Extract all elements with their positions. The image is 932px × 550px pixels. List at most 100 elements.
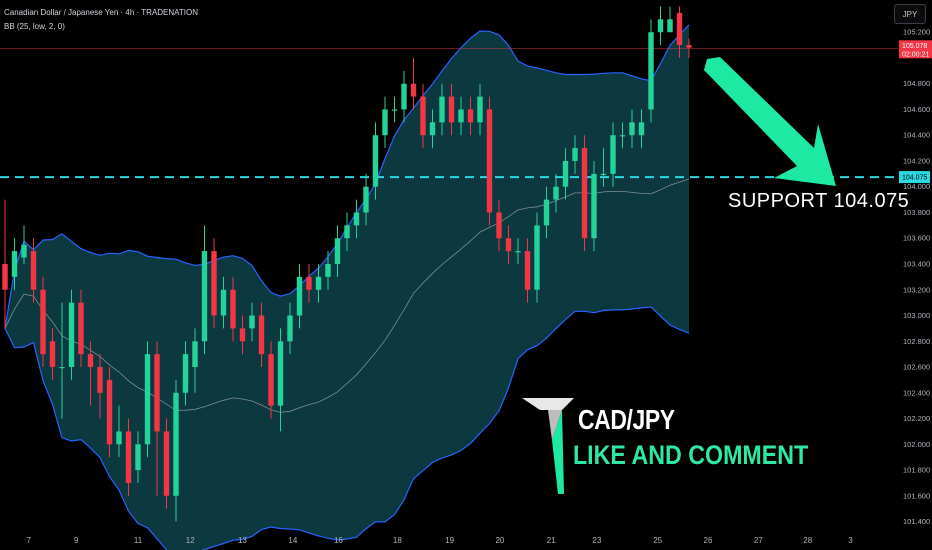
candle-body xyxy=(429,122,436,136)
candle-body xyxy=(192,341,198,368)
candle-body xyxy=(106,379,113,445)
x-tick-label: 18 xyxy=(393,536,402,545)
indicator-label[interactable]: BB (25, low, 2, 0) xyxy=(4,22,65,31)
candle-body xyxy=(439,96,445,123)
candle-body xyxy=(144,354,151,445)
y-tick-label: 103.000 xyxy=(903,311,930,320)
x-tick-label: 28 xyxy=(803,536,812,545)
candle-body xyxy=(591,173,597,239)
candle-body xyxy=(268,354,274,406)
candle-body xyxy=(258,315,265,355)
candle-body xyxy=(382,109,388,136)
candle-body xyxy=(686,45,692,48)
currency-button[interactable]: JPY xyxy=(894,4,926,24)
candle-body xyxy=(40,289,46,355)
candle-body xyxy=(173,392,179,496)
y-tick-label: 102.000 xyxy=(903,440,930,449)
candle-body xyxy=(657,19,664,33)
candle-body xyxy=(315,276,322,290)
candle-body xyxy=(372,135,379,187)
y-tick-label: 103.200 xyxy=(903,285,930,294)
brand-subtitle: LIKE AND COMMENT xyxy=(573,440,809,470)
candle-body xyxy=(11,251,18,277)
candle-body xyxy=(543,199,550,226)
candle-body xyxy=(581,148,588,239)
candle-body xyxy=(68,302,75,368)
x-tick-label: 23 xyxy=(592,536,601,545)
x-tick-label: 27 xyxy=(754,536,763,545)
y-tick-label: 102.600 xyxy=(903,363,930,372)
candle-body xyxy=(458,109,464,123)
x-tick-label: 19 xyxy=(445,536,454,545)
candle-body xyxy=(667,19,673,33)
current-price-tag xyxy=(899,40,932,59)
candle-body xyxy=(619,135,626,137)
y-tick-label: 104.200 xyxy=(903,156,930,165)
candle-body xyxy=(287,315,293,342)
support-price-label: 104.075 xyxy=(902,175,927,182)
candle-body xyxy=(600,173,607,176)
candle-body xyxy=(391,109,398,111)
candle-body xyxy=(486,109,493,213)
candle-body xyxy=(97,367,103,393)
candle-body xyxy=(553,186,559,200)
y-tick-label: 102.400 xyxy=(903,388,930,397)
x-tick-label: 3 xyxy=(848,536,853,545)
current-price-label: 105.078 xyxy=(902,43,927,50)
candle-body xyxy=(344,225,350,239)
candle-body xyxy=(249,315,255,329)
y-tick-label: 104.600 xyxy=(903,105,930,114)
y-tick-label: 104.000 xyxy=(903,182,930,191)
x-tick-label: 16 xyxy=(334,536,343,545)
y-tick-label: 104.800 xyxy=(903,79,930,88)
candle-body xyxy=(296,276,303,316)
candle-body xyxy=(230,289,236,329)
candle-body xyxy=(401,83,407,110)
y-tick-label: 105.200 xyxy=(903,28,930,37)
candle-body xyxy=(505,238,512,252)
candle-body xyxy=(277,341,284,406)
candle-body xyxy=(562,160,569,187)
bollinger-lower-line xyxy=(4,306,690,550)
candle-body xyxy=(496,212,502,239)
candle-body xyxy=(467,109,474,123)
y-tick-label: 103.600 xyxy=(903,234,930,243)
brand-logo-icon xyxy=(522,398,574,494)
candle-body xyxy=(353,212,360,226)
candle-body xyxy=(306,276,312,290)
x-tick-label: 7 xyxy=(27,536,32,545)
candle-body xyxy=(325,264,331,277)
down-arrow-icon xyxy=(704,57,836,186)
y-tick-label: 101.400 xyxy=(903,517,930,526)
chart-title: Canadian Dollar / Japanese Yen · 4h · TR… xyxy=(4,8,199,17)
countdown-label: 02:00:21 xyxy=(902,51,929,58)
bollinger-band-fill xyxy=(5,24,689,550)
x-tick-label: 25 xyxy=(653,536,662,545)
candle-body xyxy=(410,83,417,97)
candle-body xyxy=(534,225,540,290)
candle-body xyxy=(135,444,141,471)
candle-body xyxy=(420,96,426,136)
candle-body xyxy=(572,148,578,161)
candle-body xyxy=(182,354,189,393)
x-tick-label: 9 xyxy=(74,536,79,545)
y-tick-label: 101.800 xyxy=(903,466,930,475)
candle-body xyxy=(163,431,170,496)
candle-body xyxy=(2,264,8,290)
candle-body xyxy=(629,122,635,136)
candle-body xyxy=(78,302,84,355)
x-tick-label: 13 xyxy=(238,536,247,545)
candle-body xyxy=(154,354,160,432)
y-tick-label: 101.600 xyxy=(903,491,930,500)
candle-body xyxy=(515,251,521,253)
candle-body xyxy=(220,289,227,316)
candle-body xyxy=(610,135,616,174)
x-tick-label: 14 xyxy=(288,536,297,545)
bollinger-basis-line xyxy=(4,178,690,413)
y-tick-label: 102.200 xyxy=(903,414,930,423)
candle-body xyxy=(21,244,27,258)
y-tick-label: 103.400 xyxy=(903,260,930,269)
candle-body xyxy=(239,328,246,342)
